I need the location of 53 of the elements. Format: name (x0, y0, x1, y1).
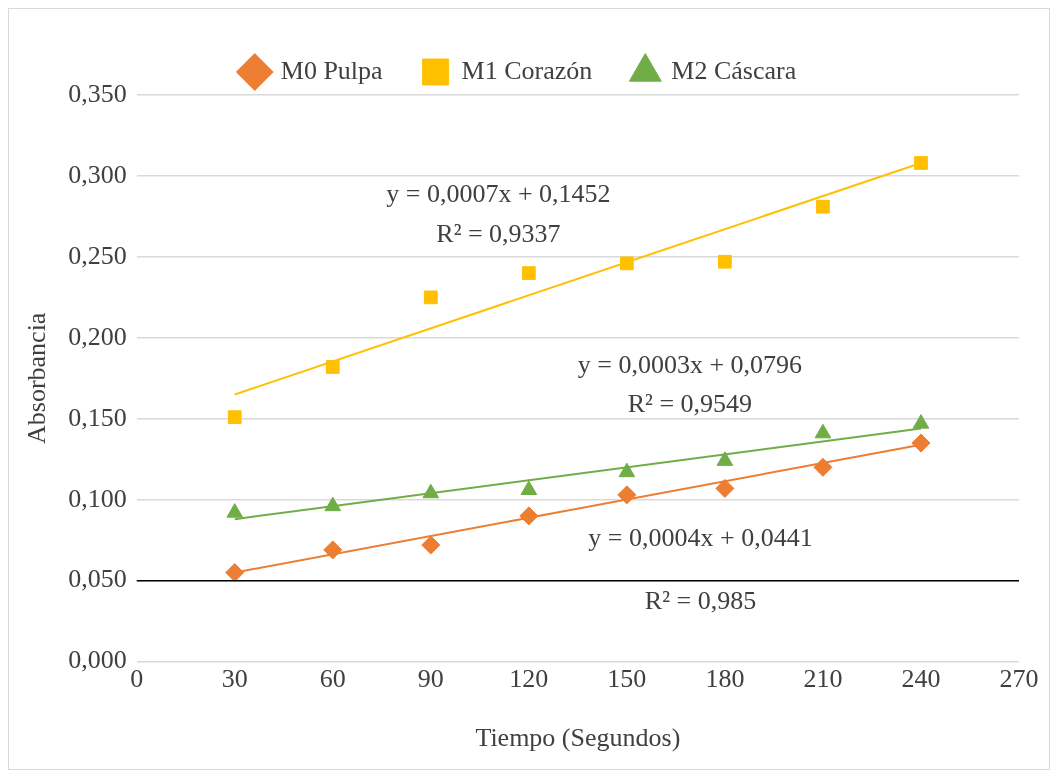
annotation: R² = 0,9337 (436, 218, 561, 248)
y-tick-label: 0,000 (68, 645, 127, 675)
point (423, 290, 438, 305)
y-tick-label: 0,350 (68, 78, 127, 108)
point (814, 423, 832, 439)
annotation: y = 0,0007x + 0,1452 (386, 179, 611, 209)
x-tick-label: 120 (509, 664, 549, 694)
y-tick-label: 0,300 (68, 159, 127, 189)
x-axis-title: Tiempo (Segundos) (475, 723, 681, 753)
point (911, 433, 931, 453)
x-tick-label: 30 (221, 664, 248, 694)
point (422, 483, 440, 499)
point (813, 457, 833, 477)
y-tick-label: 0,100 (68, 483, 127, 513)
point (716, 451, 734, 466)
x-tick-label: 240 (901, 664, 941, 694)
point (324, 496, 342, 512)
x-tick-label: 90 (417, 664, 444, 694)
legend-label: M1 Corazón (461, 55, 593, 85)
point (618, 462, 636, 478)
annotation: R² = 0,985 (644, 585, 757, 615)
point (520, 480, 538, 495)
x-tick-label: 270 (999, 664, 1039, 694)
point (323, 540, 343, 560)
annotation: y = 0,0004x + 0,0441 (588, 523, 813, 553)
point (519, 506, 539, 526)
point (325, 360, 340, 374)
point (914, 156, 928, 170)
x-tick-label: 60 (319, 664, 346, 694)
y-tick-label: 0,150 (68, 402, 127, 432)
x-tick-label: 210 (803, 664, 843, 694)
y-tick-label: 0,250 (68, 240, 127, 270)
point (617, 485, 637, 505)
point (227, 410, 242, 425)
y-tick-label: 0,200 (68, 321, 127, 351)
point (226, 503, 244, 518)
y-tick-label: 0,050 (68, 564, 127, 594)
legend-label: M2 Cáscara (671, 55, 797, 85)
point (912, 414, 930, 429)
point (715, 478, 735, 498)
x-tick-label: 0 (130, 664, 144, 694)
annotation: R² = 0,9549 (627, 388, 753, 418)
x-tick-label: 150 (607, 664, 647, 694)
x-tick-label: 180 (705, 664, 745, 694)
legend-label: M0 Pulpa (280, 55, 384, 85)
point (620, 256, 634, 271)
y-axis-title: Absorbancia (22, 312, 52, 444)
annotation: y = 0,0003x + 0,0796 (577, 350, 803, 380)
point (225, 563, 245, 583)
point (816, 199, 830, 214)
point (521, 266, 536, 280)
point (718, 254, 732, 269)
point (421, 535, 441, 555)
